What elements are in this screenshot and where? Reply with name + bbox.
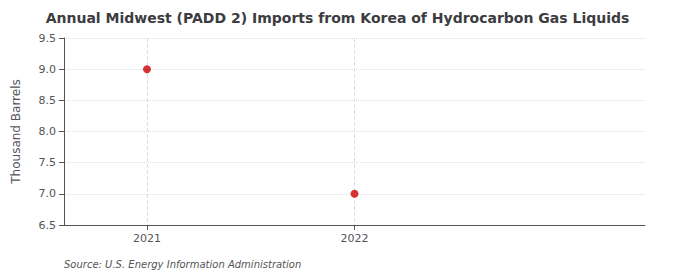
svg-text:Source: U.S. Energy Informatio: Source: U.S. Energy Information Administ…	[64, 259, 301, 270]
svg-text:Thousand Barrels: Thousand Barrels	[9, 79, 23, 184]
svg-text:9.0: 9.0	[39, 63, 57, 76]
svg-text:2022: 2022	[341, 232, 369, 245]
svg-text:9.5: 9.5	[39, 32, 57, 45]
svg-text:2021: 2021	[133, 232, 161, 245]
svg-text:7.5: 7.5	[39, 156, 57, 169]
svg-text:6.5: 6.5	[39, 219, 57, 232]
svg-text:Annual Midwest (PADD 2) Import: Annual Midwest (PADD 2) Imports from Kor…	[46, 10, 630, 26]
svg-text:8.5: 8.5	[39, 94, 57, 107]
svg-text:7.0: 7.0	[39, 187, 57, 200]
svg-text:8.0: 8.0	[39, 125, 57, 138]
